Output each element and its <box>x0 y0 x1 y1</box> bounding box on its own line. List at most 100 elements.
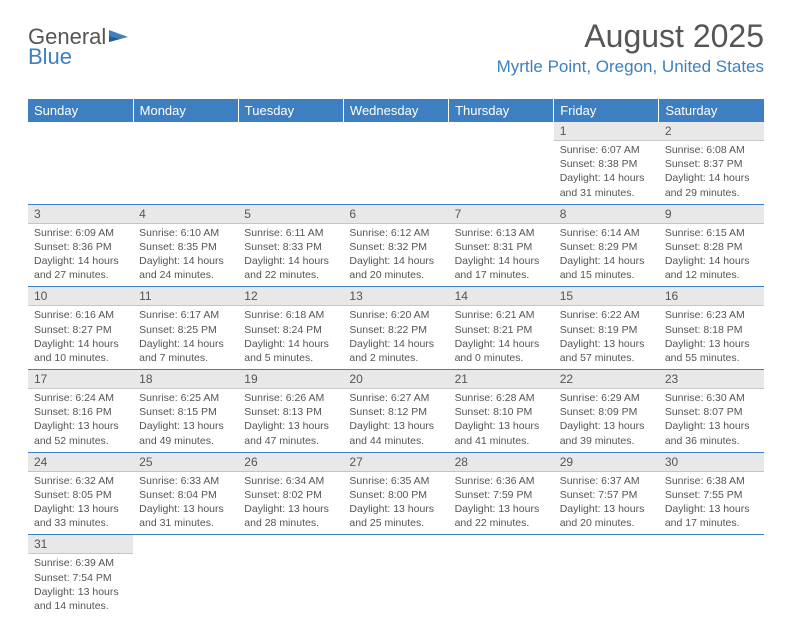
day-number: 11 <box>133 287 238 306</box>
calendar-day-cell: 8Sunrise: 6:14 AMSunset: 8:29 PMDaylight… <box>554 204 659 287</box>
weekday-header: Saturday <box>659 99 764 122</box>
day-number: 6 <box>343 205 448 224</box>
calendar-day-cell: 18Sunrise: 6:25 AMSunset: 8:15 PMDayligh… <box>133 370 238 453</box>
day-info: Sunrise: 6:16 AMSunset: 8:27 PMDaylight:… <box>28 306 133 369</box>
day-info: Sunrise: 6:30 AMSunset: 8:07 PMDaylight:… <box>659 389 764 452</box>
calendar-day-cell: 26Sunrise: 6:34 AMSunset: 8:02 PMDayligh… <box>238 452 343 535</box>
day-number: 20 <box>343 370 448 389</box>
day-info: Sunrise: 6:25 AMSunset: 8:15 PMDaylight:… <box>133 389 238 452</box>
calendar-week-row: 10Sunrise: 6:16 AMSunset: 8:27 PMDayligh… <box>28 287 764 370</box>
weekday-header: Thursday <box>449 99 554 122</box>
day-info: Sunrise: 6:15 AMSunset: 8:28 PMDaylight:… <box>659 224 764 287</box>
day-number: 24 <box>28 453 133 472</box>
day-number: 21 <box>449 370 554 389</box>
day-number: 13 <box>343 287 448 306</box>
day-number: 31 <box>28 535 133 554</box>
calendar-day-cell: 23Sunrise: 6:30 AMSunset: 8:07 PMDayligh… <box>659 370 764 453</box>
calendar-day-cell <box>238 122 343 204</box>
day-info: Sunrise: 6:32 AMSunset: 8:05 PMDaylight:… <box>28 472 133 535</box>
calendar-day-cell <box>554 535 659 617</box>
calendar-day-cell: 22Sunrise: 6:29 AMSunset: 8:09 PMDayligh… <box>554 370 659 453</box>
calendar-day-cell: 24Sunrise: 6:32 AMSunset: 8:05 PMDayligh… <box>28 452 133 535</box>
location-subtitle: Myrtle Point, Oregon, United States <box>497 57 764 77</box>
calendar-day-cell <box>343 535 448 617</box>
weekday-header: Sunday <box>28 99 133 122</box>
day-number: 18 <box>133 370 238 389</box>
day-info: Sunrise: 6:12 AMSunset: 8:32 PMDaylight:… <box>343 224 448 287</box>
calendar-week-row: 1Sunrise: 6:07 AMSunset: 8:38 PMDaylight… <box>28 122 764 204</box>
calendar-day-cell <box>449 122 554 204</box>
calendar-day-cell <box>238 535 343 617</box>
day-number: 29 <box>554 453 659 472</box>
calendar-week-row: 31Sunrise: 6:39 AMSunset: 7:54 PMDayligh… <box>28 535 764 617</box>
calendar-day-cell: 5Sunrise: 6:11 AMSunset: 8:33 PMDaylight… <box>238 204 343 287</box>
day-number: 9 <box>659 205 764 224</box>
calendar-day-cell: 28Sunrise: 6:36 AMSunset: 7:59 PMDayligh… <box>449 452 554 535</box>
calendar-day-cell <box>133 535 238 617</box>
day-number: 22 <box>554 370 659 389</box>
calendar-day-cell: 3Sunrise: 6:09 AMSunset: 8:36 PMDaylight… <box>28 204 133 287</box>
calendar-week-row: 24Sunrise: 6:32 AMSunset: 8:05 PMDayligh… <box>28 452 764 535</box>
day-number: 23 <box>659 370 764 389</box>
day-number: 3 <box>28 205 133 224</box>
day-info: Sunrise: 6:37 AMSunset: 7:57 PMDaylight:… <box>554 472 659 535</box>
day-info: Sunrise: 6:26 AMSunset: 8:13 PMDaylight:… <box>238 389 343 452</box>
calendar-week-row: 3Sunrise: 6:09 AMSunset: 8:36 PMDaylight… <box>28 204 764 287</box>
day-info: Sunrise: 6:08 AMSunset: 8:37 PMDaylight:… <box>659 141 764 204</box>
calendar-day-cell: 11Sunrise: 6:17 AMSunset: 8:25 PMDayligh… <box>133 287 238 370</box>
day-number: 27 <box>343 453 448 472</box>
calendar-day-cell: 2Sunrise: 6:08 AMSunset: 8:37 PMDaylight… <box>659 122 764 204</box>
day-info: Sunrise: 6:21 AMSunset: 8:21 PMDaylight:… <box>449 306 554 369</box>
calendar-week-row: 17Sunrise: 6:24 AMSunset: 8:16 PMDayligh… <box>28 370 764 453</box>
day-info: Sunrise: 6:18 AMSunset: 8:24 PMDaylight:… <box>238 306 343 369</box>
day-info: Sunrise: 6:14 AMSunset: 8:29 PMDaylight:… <box>554 224 659 287</box>
day-number: 15 <box>554 287 659 306</box>
calendar-day-cell: 6Sunrise: 6:12 AMSunset: 8:32 PMDaylight… <box>343 204 448 287</box>
day-info: Sunrise: 6:13 AMSunset: 8:31 PMDaylight:… <box>449 224 554 287</box>
calendar-day-cell: 7Sunrise: 6:13 AMSunset: 8:31 PMDaylight… <box>449 204 554 287</box>
weekday-header: Friday <box>554 99 659 122</box>
day-number: 25 <box>133 453 238 472</box>
day-info: Sunrise: 6:38 AMSunset: 7:55 PMDaylight:… <box>659 472 764 535</box>
day-number: 7 <box>449 205 554 224</box>
calendar-day-cell: 9Sunrise: 6:15 AMSunset: 8:28 PMDaylight… <box>659 204 764 287</box>
calendar-day-cell: 14Sunrise: 6:21 AMSunset: 8:21 PMDayligh… <box>449 287 554 370</box>
calendar-table: SundayMondayTuesdayWednesdayThursdayFrid… <box>28 99 764 617</box>
day-info: Sunrise: 6:27 AMSunset: 8:12 PMDaylight:… <box>343 389 448 452</box>
calendar-day-cell: 13Sunrise: 6:20 AMSunset: 8:22 PMDayligh… <box>343 287 448 370</box>
calendar-day-cell: 25Sunrise: 6:33 AMSunset: 8:04 PMDayligh… <box>133 452 238 535</box>
month-title: August 2025 <box>497 18 764 55</box>
day-info: Sunrise: 6:07 AMSunset: 8:38 PMDaylight:… <box>554 141 659 204</box>
calendar-day-cell: 1Sunrise: 6:07 AMSunset: 8:38 PMDaylight… <box>554 122 659 204</box>
calendar-day-cell <box>449 535 554 617</box>
day-number: 19 <box>238 370 343 389</box>
day-number: 12 <box>238 287 343 306</box>
day-number: 10 <box>28 287 133 306</box>
day-number: 28 <box>449 453 554 472</box>
day-info: Sunrise: 6:23 AMSunset: 8:18 PMDaylight:… <box>659 306 764 369</box>
day-info: Sunrise: 6:35 AMSunset: 8:00 PMDaylight:… <box>343 472 448 535</box>
calendar-day-cell: 27Sunrise: 6:35 AMSunset: 8:00 PMDayligh… <box>343 452 448 535</box>
calendar-day-cell <box>343 122 448 204</box>
day-number: 2 <box>659 122 764 141</box>
calendar-day-cell: 29Sunrise: 6:37 AMSunset: 7:57 PMDayligh… <box>554 452 659 535</box>
day-info: Sunrise: 6:36 AMSunset: 7:59 PMDaylight:… <box>449 472 554 535</box>
calendar-day-cell <box>659 535 764 617</box>
calendar-day-cell: 30Sunrise: 6:38 AMSunset: 7:55 PMDayligh… <box>659 452 764 535</box>
day-info: Sunrise: 6:39 AMSunset: 7:54 PMDaylight:… <box>28 554 133 617</box>
day-number: 5 <box>238 205 343 224</box>
day-info: Sunrise: 6:09 AMSunset: 8:36 PMDaylight:… <box>28 224 133 287</box>
calendar-day-cell <box>133 122 238 204</box>
calendar-day-cell: 19Sunrise: 6:26 AMSunset: 8:13 PMDayligh… <box>238 370 343 453</box>
day-info: Sunrise: 6:22 AMSunset: 8:19 PMDaylight:… <box>554 306 659 369</box>
day-info: Sunrise: 6:34 AMSunset: 8:02 PMDaylight:… <box>238 472 343 535</box>
day-number: 17 <box>28 370 133 389</box>
day-number: 4 <box>133 205 238 224</box>
calendar-day-cell: 17Sunrise: 6:24 AMSunset: 8:16 PMDayligh… <box>28 370 133 453</box>
weekday-header: Tuesday <box>238 99 343 122</box>
calendar-day-cell: 31Sunrise: 6:39 AMSunset: 7:54 PMDayligh… <box>28 535 133 617</box>
day-info: Sunrise: 6:28 AMSunset: 8:10 PMDaylight:… <box>449 389 554 452</box>
weekday-header-row: SundayMondayTuesdayWednesdayThursdayFrid… <box>28 99 764 122</box>
title-block: August 2025 Myrtle Point, Oregon, United… <box>497 18 764 77</box>
calendar-day-cell: 4Sunrise: 6:10 AMSunset: 8:35 PMDaylight… <box>133 204 238 287</box>
